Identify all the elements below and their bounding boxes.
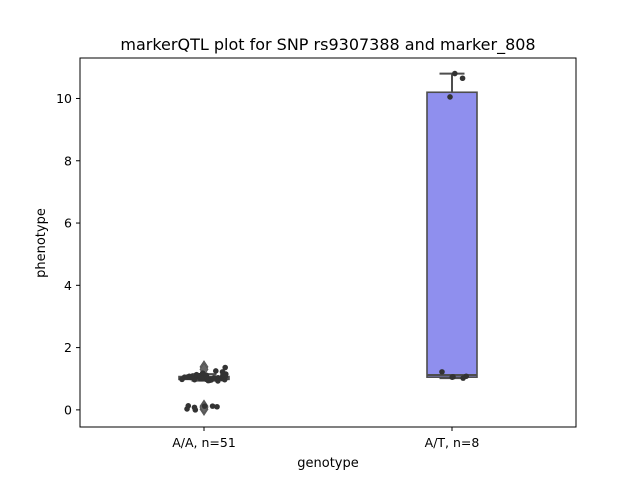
data-point	[220, 371, 226, 378]
data-point	[192, 407, 199, 413]
y-tick-label: 8	[64, 153, 72, 168]
data-point	[199, 375, 205, 382]
box-body	[426, 91, 478, 378]
plot-area	[178, 70, 478, 416]
plot-frame	[79, 57, 577, 428]
y-axis-label: phenotype	[34, 208, 49, 278]
y-tick-label: 10	[56, 91, 72, 106]
data-point	[188, 373, 195, 380]
x-axis-label: genotype	[297, 456, 358, 471]
data-point	[205, 377, 212, 384]
data-point	[439, 369, 445, 375]
data-point	[447, 94, 453, 100]
data-point	[222, 364, 228, 371]
data-point	[214, 403, 220, 410]
data-point	[209, 403, 216, 409]
data-point	[460, 375, 466, 381]
data-point	[199, 370, 206, 376]
data-point	[184, 406, 190, 412]
chart-title: markerQTL plot for SNP rs9307388 and mar…	[120, 35, 535, 55]
data-point	[213, 368, 219, 374]
y-tick-label: 2	[64, 340, 72, 355]
y-tick-label: 0	[64, 402, 72, 417]
x-tick-label: A/A, n=51	[172, 435, 236, 450]
x-tick-label: A/T, n=8	[425, 435, 480, 450]
data-point	[211, 375, 217, 381]
y-tick-label: 4	[64, 278, 72, 293]
y-tick-label: 6	[64, 216, 72, 231]
box-group	[426, 72, 478, 380]
data-point	[452, 70, 458, 77]
data-point	[179, 376, 185, 383]
data-point	[459, 75, 466, 82]
data-point	[184, 374, 190, 380]
data-point	[450, 374, 456, 380]
data-point	[201, 403, 208, 409]
